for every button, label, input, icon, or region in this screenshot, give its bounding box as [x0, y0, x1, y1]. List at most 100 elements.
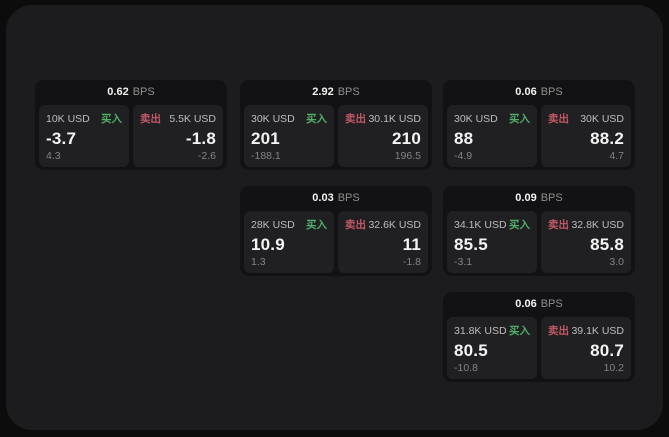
bps-header: 0.09 BPS	[443, 186, 635, 211]
sell-top-row: 卖出 32.6K USD	[345, 217, 421, 232]
sell-top-row: 卖出 39.1K USD	[548, 323, 624, 338]
sell-badge: 卖出	[140, 113, 161, 125]
sell-delta-value: 10.2	[603, 362, 624, 374]
buy-panel[interactable]: 28K USD 买入 10.9 1.3	[244, 211, 334, 273]
bps-unit-label: BPS	[540, 192, 563, 204]
bps-header: 2.92 BPS	[240, 80, 432, 105]
buy-top-row: 28K USD 买入	[251, 217, 327, 232]
buy-price-value: 201	[251, 128, 280, 148]
buy-price-value: -3.7	[46, 128, 77, 148]
sell-size-label: 39.1K USD	[571, 324, 624, 337]
buy-panel[interactable]: 30K USD 买入 88 -4.9	[447, 105, 537, 167]
sell-panel[interactable]: 卖出 39.1K USD 80.7 10.2	[541, 317, 631, 379]
bps-unit-label: BPS	[337, 192, 360, 204]
sell-badge: 卖出	[548, 219, 569, 231]
quote-card[interactable]: 0.09 BPS 34.1K USD 买入 85.5 -3.1 卖出 32.8K…	[443, 186, 635, 276]
buy-price-value: 85.5	[454, 234, 488, 254]
sell-delta-value: 4.7	[609, 150, 624, 162]
buy-badge: 买入	[306, 219, 327, 231]
sell-panel[interactable]: 卖出 30.1K USD 210 196.5	[338, 105, 428, 167]
bps-unit-label: BPS	[540, 86, 563, 98]
sell-panel[interactable]: 卖出 32.6K USD 11 -1.8	[338, 211, 428, 273]
buy-top-row: 31.8K USD 买入	[454, 323, 530, 338]
sell-badge: 卖出	[345, 113, 366, 125]
sell-badge: 卖出	[548, 325, 569, 337]
quote-card[interactable]: 0.62 BPS 10K USD 买入 -3.7 4.3 卖出 5.5K USD…	[35, 80, 227, 170]
bps-value: 0.03	[312, 192, 334, 204]
buy-badge: 买入	[509, 219, 530, 231]
sell-price-value: 210	[392, 128, 421, 148]
sell-top-row: 卖出 5.5K USD	[140, 111, 216, 126]
sell-badge: 卖出	[345, 219, 366, 231]
buy-top-row: 30K USD 买入	[454, 111, 530, 126]
buy-delta-value: -3.1	[454, 256, 473, 268]
sell-price-value: 85.8	[590, 234, 624, 254]
buy-panel[interactable]: 30K USD 买入 201 -188.1	[244, 105, 334, 167]
buy-price-value: 10.9	[251, 234, 285, 254]
buy-top-row: 10K USD 买入	[46, 111, 122, 126]
sell-top-row: 卖出 30K USD	[548, 111, 624, 126]
buy-size-label: 30K USD	[251, 112, 295, 125]
bps-value: 2.92	[312, 86, 334, 98]
card-body: 31.8K USD 买入 80.5 -10.8 卖出 39.1K USD 80.…	[443, 317, 635, 379]
sell-size-label: 30.1K USD	[368, 112, 421, 125]
sell-delta-value: -2.6	[197, 150, 216, 162]
sell-delta-value: 3.0	[609, 256, 624, 268]
sell-top-row: 卖出 32.8K USD	[548, 217, 624, 232]
card-body: 30K USD 买入 201 -188.1 卖出 30.1K USD 210 1…	[240, 105, 432, 167]
quote-card[interactable]: 0.06 BPS 31.8K USD 买入 80.5 -10.8 卖出 39.1…	[443, 292, 635, 382]
buy-panel[interactable]: 31.8K USD 买入 80.5 -10.8	[447, 317, 537, 379]
sell-price-value: 88.2	[590, 128, 624, 148]
buy-badge: 买入	[509, 325, 530, 337]
buy-size-label: 34.1K USD	[454, 218, 507, 231]
sell-size-label: 32.6K USD	[368, 218, 421, 231]
bps-header: 0.03 BPS	[240, 186, 432, 211]
buy-panel[interactable]: 34.1K USD 买入 85.5 -3.1	[447, 211, 537, 273]
buy-price-value: 80.5	[454, 340, 488, 360]
buy-badge: 买入	[101, 113, 122, 125]
bps-unit-label: BPS	[540, 298, 563, 310]
sell-price-value: -1.8	[185, 128, 216, 148]
bps-value: 0.06	[515, 86, 537, 98]
bps-unit-label: BPS	[337, 86, 360, 98]
sell-top-row: 卖出 30.1K USD	[345, 111, 421, 126]
card-body: 30K USD 买入 88 -4.9 卖出 30K USD 88.2 4.7	[443, 105, 635, 167]
sell-badge: 卖出	[548, 113, 569, 125]
bps-header: 0.06 BPS	[443, 292, 635, 317]
buy-delta-value: -188.1	[251, 150, 281, 162]
bps-header: 0.62 BPS	[35, 80, 227, 105]
sell-size-label: 32.8K USD	[571, 218, 624, 231]
sell-panel[interactable]: 卖出 32.8K USD 85.8 3.0	[541, 211, 631, 273]
sell-delta-value: -1.8	[402, 256, 421, 268]
sell-size-label: 30K USD	[580, 112, 624, 125]
buy-size-label: 10K USD	[46, 112, 90, 125]
quote-card[interactable]: 0.03 BPS 28K USD 买入 10.9 1.3 卖出 32.6K US…	[240, 186, 432, 276]
quote-card[interactable]: 2.92 BPS 30K USD 买入 201 -188.1 卖出 30.1K …	[240, 80, 432, 170]
sell-price-value: 11	[402, 234, 421, 254]
buy-badge: 买入	[509, 113, 530, 125]
buy-delta-value: 4.3	[46, 150, 61, 162]
buy-badge: 买入	[306, 113, 327, 125]
buy-panel[interactable]: 10K USD 买入 -3.7 4.3	[39, 105, 129, 167]
quote-card[interactable]: 0.06 BPS 30K USD 买入 88 -4.9 卖出 30K USD 8…	[443, 80, 635, 170]
buy-size-label: 28K USD	[251, 218, 295, 231]
sell-panel[interactable]: 卖出 5.5K USD -1.8 -2.6	[133, 105, 223, 167]
card-body: 34.1K USD 买入 85.5 -3.1 卖出 32.8K USD 85.8…	[443, 211, 635, 273]
bps-unit-label: BPS	[132, 86, 155, 98]
buy-size-label: 31.8K USD	[454, 324, 507, 337]
buy-top-row: 30K USD 买入	[251, 111, 327, 126]
sell-delta-value: 196.5	[394, 150, 421, 162]
card-body: 28K USD 买入 10.9 1.3 卖出 32.6K USD 11 -1.8	[240, 211, 432, 273]
buy-delta-value: 1.3	[251, 256, 266, 268]
bps-value: 0.62	[107, 86, 129, 98]
sell-size-label: 5.5K USD	[169, 112, 216, 125]
bps-value: 0.09	[515, 192, 537, 204]
buy-delta-value: -4.9	[454, 150, 473, 162]
bps-header: 0.06 BPS	[443, 80, 635, 105]
buy-size-label: 30K USD	[454, 112, 498, 125]
buy-price-value: 88	[454, 128, 474, 148]
buy-top-row: 34.1K USD 买入	[454, 217, 530, 232]
buy-delta-value: -10.8	[454, 362, 478, 374]
sell-panel[interactable]: 卖出 30K USD 88.2 4.7	[541, 105, 631, 167]
